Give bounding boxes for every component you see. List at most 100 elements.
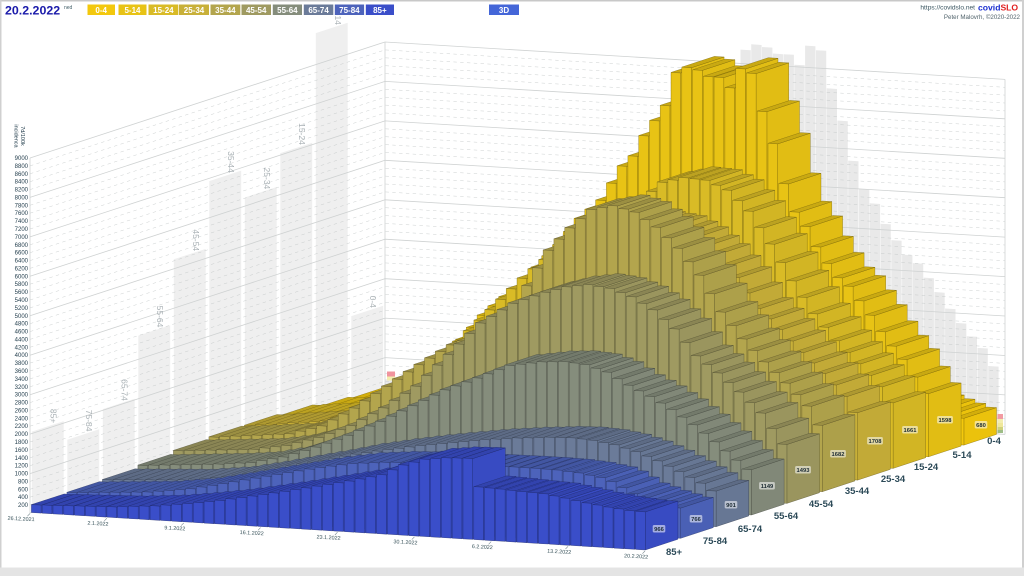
svg-text:7d/100k: 7d/100k [19, 126, 25, 146]
svg-text:6600: 6600 [15, 251, 29, 257]
svg-text:55-64: 55-64 [277, 6, 298, 15]
svg-text:0-4: 0-4 [368, 296, 378, 309]
svg-text:65-74: 65-74 [738, 524, 763, 535]
svg-text:4600: 4600 [15, 330, 29, 336]
svg-text:25-34: 25-34 [184, 6, 205, 15]
svg-text:6.2.2022: 6.2.2022 [472, 544, 493, 551]
svg-text:35-44: 35-44 [845, 486, 870, 497]
svg-text:1682: 1682 [832, 452, 845, 458]
svg-text:5-14: 5-14 [333, 8, 343, 25]
svg-text:85+: 85+ [373, 6, 387, 15]
svg-text:1200: 1200 [15, 464, 29, 470]
svg-text:6200: 6200 [15, 266, 29, 272]
svg-text:Peter Malovrh, ©2020-2022: Peter Malovrh, ©2020-2022 [944, 14, 1021, 21]
svg-text:2000: 2000 [15, 432, 29, 438]
svg-text:8200: 8200 [15, 188, 29, 194]
svg-text:8800: 8800 [15, 164, 29, 170]
svg-text:1493: 1493 [797, 468, 811, 474]
svg-text:55-64: 55-64 [155, 306, 165, 328]
svg-text:8000: 8000 [15, 195, 29, 201]
svg-text:75-84: 75-84 [703, 536, 728, 547]
svg-text:23.1.2022: 23.1.2022 [316, 535, 340, 542]
svg-text:5800: 5800 [15, 282, 29, 288]
svg-text:3000: 3000 [15, 393, 29, 399]
svg-text:0-4: 0-4 [95, 6, 107, 15]
svg-text:3800: 3800 [15, 361, 29, 367]
svg-text:7600: 7600 [15, 211, 29, 217]
svg-text:1149: 1149 [761, 484, 774, 490]
svg-text:1708: 1708 [869, 439, 883, 445]
svg-text:5200: 5200 [15, 306, 29, 312]
svg-text:1661: 1661 [904, 428, 918, 434]
svg-text:15-24: 15-24 [297, 123, 307, 145]
svg-text:1598: 1598 [939, 418, 953, 424]
svg-text:7200: 7200 [15, 227, 29, 233]
svg-text:55-64: 55-64 [774, 511, 799, 522]
svg-text:45-54: 45-54 [246, 6, 267, 15]
svg-text:5400: 5400 [15, 298, 29, 304]
svg-text:766: 766 [691, 517, 701, 523]
svg-text:600: 600 [18, 487, 29, 493]
svg-text:5-14: 5-14 [124, 6, 141, 15]
svg-text:3D: 3D [499, 6, 509, 15]
svg-text:4800: 4800 [15, 322, 29, 328]
svg-text:65-74: 65-74 [308, 6, 329, 15]
svg-text:400: 400 [18, 495, 29, 501]
svg-text:45-54: 45-54 [191, 229, 201, 251]
svg-text:1800: 1800 [15, 440, 29, 446]
svg-text:6800: 6800 [15, 243, 29, 249]
svg-text:966: 966 [654, 527, 664, 533]
svg-text:35-44: 35-44 [226, 151, 236, 173]
svg-text:2200: 2200 [15, 424, 29, 430]
svg-text:800: 800 [18, 479, 29, 485]
svg-text:75-84: 75-84 [84, 410, 94, 432]
svg-text:8400: 8400 [15, 180, 29, 186]
svg-text:6400: 6400 [15, 259, 29, 265]
svg-text:3400: 3400 [15, 377, 29, 383]
svg-text:26.12.2021: 26.12.2021 [7, 516, 34, 523]
svg-text:9.1.2022: 9.1.2022 [164, 525, 185, 532]
svg-text:https://covidslo.net: https://covidslo.net [920, 5, 975, 12]
svg-text:2600: 2600 [15, 408, 29, 414]
svg-text:4000: 4000 [15, 353, 29, 359]
svg-text:7400: 7400 [15, 219, 29, 225]
svg-text:15-24: 15-24 [914, 462, 939, 473]
svg-text:1600: 1600 [15, 448, 29, 454]
svg-text:1400: 1400 [15, 456, 29, 462]
svg-text:2.1.2022: 2.1.2022 [87, 521, 108, 528]
svg-text:6000: 6000 [15, 274, 29, 280]
svg-text:2400: 2400 [15, 416, 29, 422]
svg-text:1000: 1000 [15, 472, 29, 478]
svg-text:20.2.2022: 20.2.2022 [5, 4, 60, 18]
svg-text:5600: 5600 [15, 290, 29, 296]
svg-text:5000: 5000 [15, 314, 29, 320]
svg-text:35-44: 35-44 [215, 6, 236, 15]
svg-text:20.2.2022: 20.2.2022 [624, 553, 648, 560]
svg-text:ned: ned [64, 5, 73, 11]
svg-text:4400: 4400 [15, 337, 29, 343]
svg-text:3600: 3600 [15, 369, 29, 375]
svg-text:8600: 8600 [15, 172, 29, 178]
svg-text:4200: 4200 [15, 345, 29, 351]
svg-text:covidSLO: covidSLO [978, 3, 1018, 13]
svg-text:incidenca: incidenca [13, 124, 19, 148]
svg-text:0-4: 0-4 [987, 436, 1001, 447]
svg-text:45-54: 45-54 [809, 499, 834, 510]
svg-text:30.1.2022: 30.1.2022 [393, 539, 417, 546]
svg-text:65-74: 65-74 [120, 379, 130, 401]
svg-text:16.1.2022: 16.1.2022 [240, 530, 264, 537]
svg-text:85+: 85+ [666, 547, 683, 558]
svg-text:13.2.2022: 13.2.2022 [547, 549, 571, 556]
svg-text:7800: 7800 [15, 203, 29, 209]
svg-text:200: 200 [18, 503, 29, 509]
svg-text:3200: 3200 [15, 385, 29, 391]
svg-text:680: 680 [976, 423, 986, 429]
svg-text:25-34: 25-34 [262, 168, 272, 190]
svg-text:7000: 7000 [15, 235, 29, 241]
svg-text:15-24: 15-24 [153, 6, 174, 15]
svg-text:25-34: 25-34 [881, 474, 906, 485]
svg-text:75-84: 75-84 [339, 6, 360, 15]
svg-text:901: 901 [726, 503, 736, 509]
svg-text:85+: 85+ [49, 409, 59, 423]
svg-text:5-14: 5-14 [952, 450, 972, 461]
